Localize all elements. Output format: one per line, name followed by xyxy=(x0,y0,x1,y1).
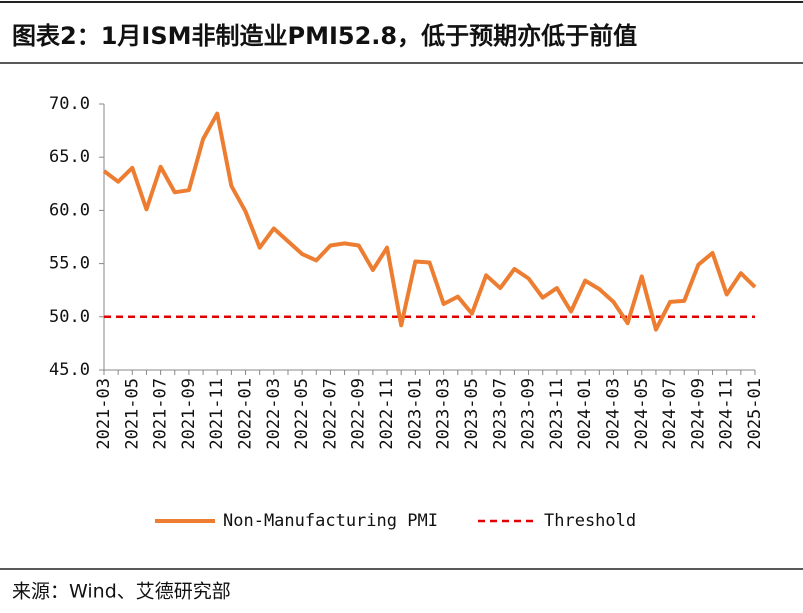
x-tick-label: 2024-05 xyxy=(632,378,652,450)
x-tick-label: 2023-03 xyxy=(434,378,454,450)
x-tick-label: 2021-09 xyxy=(179,378,199,450)
x-tick-label: 2023-01 xyxy=(405,378,425,450)
x-tick-label: 2022-07 xyxy=(320,378,340,450)
x-tick-label: 2024-11 xyxy=(717,378,737,450)
chart-title: 图表2：1月ISM非制造业PMI52.8，低于预期亦低于前值 xyxy=(12,22,637,50)
x-tick-label: 2022-09 xyxy=(349,378,369,450)
x-tick-label: 2022-05 xyxy=(292,378,312,450)
x-tick-label: 2021-07 xyxy=(151,378,171,450)
y-tick-label: 65.0 xyxy=(49,147,90,167)
x-tick-label: 2023-11 xyxy=(547,378,567,450)
x-tick-label: 2023-09 xyxy=(519,378,539,450)
source: 来源：Wind、艾德研究部 xyxy=(12,581,231,603)
y-tick-label: 60.0 xyxy=(49,200,90,220)
x-tick-label: 2022-11 xyxy=(377,378,397,450)
x-tick-label: 2024-03 xyxy=(603,378,623,450)
legend-label: Non-Manufacturing PMI xyxy=(223,511,438,531)
y-tick-label: 55.0 xyxy=(49,254,90,274)
y-tick-label: 70.0 xyxy=(49,94,90,114)
x-tick-label: 2022-01 xyxy=(236,378,256,450)
x-tick-label: 2024-01 xyxy=(575,378,595,450)
x-tick-label: 2021-11 xyxy=(207,378,227,450)
x-tick-label: 2022-03 xyxy=(264,378,284,450)
x-tick-label: 2021-03 xyxy=(94,378,114,450)
legend-label: Threshold xyxy=(544,511,636,531)
data-line xyxy=(102,111,757,332)
x-tick-label: 2023-07 xyxy=(490,378,510,450)
x-tick-label: 2025-01 xyxy=(745,378,765,450)
x-tick-label: 2023-05 xyxy=(462,378,482,450)
x-tick-label: 2024-09 xyxy=(688,378,708,450)
x-tick-label: 2021-05 xyxy=(122,378,142,450)
y-tick-label: 45.0 xyxy=(49,360,90,380)
x-tick-label: 2024-07 xyxy=(660,378,680,450)
y-tick-label: 50.0 xyxy=(49,307,90,327)
